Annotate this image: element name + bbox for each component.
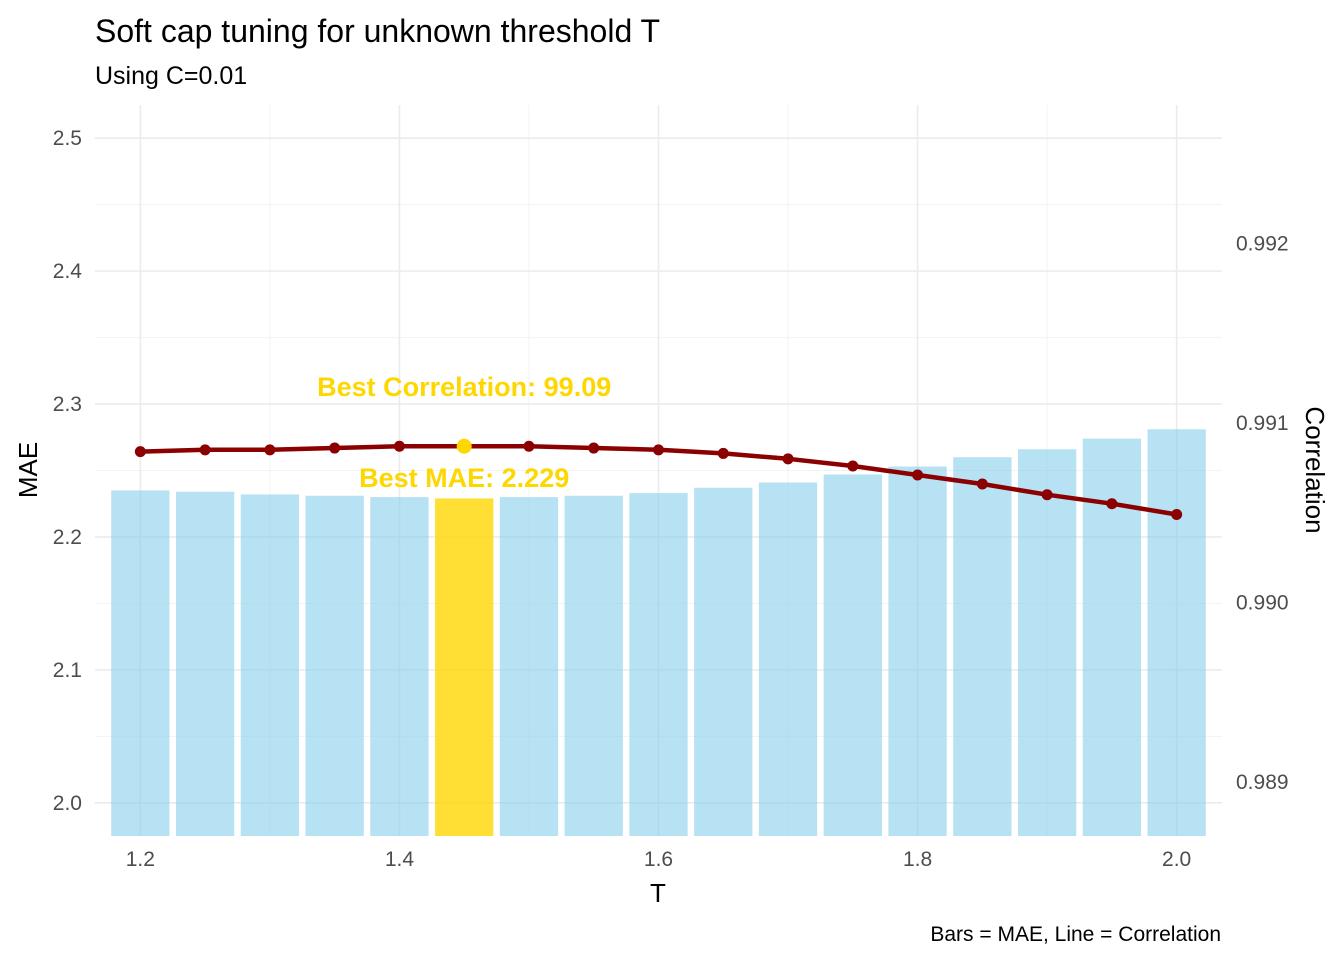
x-tick-label: 1.4 xyxy=(385,848,415,871)
bars xyxy=(111,429,1206,836)
y-tick-label: 2.3 xyxy=(53,393,82,416)
bar xyxy=(499,497,559,836)
correlation-point xyxy=(653,444,664,456)
correlation-point xyxy=(523,440,535,452)
bar xyxy=(370,497,429,836)
axes: 1.2 1.4 1.6 1.8 2.0 2.0 2.1 2.2 2.3 2.4 2.5 0.989 0.… xyxy=(53,127,1289,871)
bar xyxy=(823,474,882,836)
correlation-point xyxy=(912,469,924,481)
bar xyxy=(758,482,818,836)
correlation-point xyxy=(199,444,211,456)
chart-subtitle: Using C=0.01 xyxy=(95,62,247,90)
best-correlation-point xyxy=(456,438,472,454)
y-tick-label: 2.2 xyxy=(53,526,82,549)
correlation-point xyxy=(782,453,794,465)
correlation-point xyxy=(588,442,600,454)
bar xyxy=(694,487,753,836)
bar xyxy=(629,493,688,836)
bar xyxy=(305,495,364,836)
bar xyxy=(240,494,300,836)
bar xyxy=(564,495,623,836)
correlation-point xyxy=(1041,489,1053,501)
y2-tick-label: 0.989 xyxy=(1236,771,1289,794)
y-tick-label: 2.1 xyxy=(53,659,82,682)
y-tick-label: 2.4 xyxy=(53,260,83,283)
y2-axis-title: Correlation xyxy=(1300,406,1330,533)
correlation-point xyxy=(264,444,276,456)
bar xyxy=(1147,429,1206,836)
correlation-point xyxy=(1171,509,1183,521)
y-tick-label: 2.0 xyxy=(53,792,82,815)
x-tick-label: 1.2 xyxy=(126,848,155,871)
best-mae-label: Best MAE: 2.229 xyxy=(359,463,569,493)
bar xyxy=(175,491,235,836)
y2-tick-label: 0.992 xyxy=(1236,232,1289,255)
bar xyxy=(953,457,1012,836)
correlation-point xyxy=(393,440,405,452)
chart-title: Soft cap tuning for unknown threshold T xyxy=(95,13,660,49)
bar xyxy=(1017,449,1077,836)
correlation-point xyxy=(1106,498,1118,510)
correlation-point xyxy=(717,447,729,459)
correlation-point xyxy=(976,478,988,490)
correlation-point xyxy=(847,460,859,472)
y2-tick-label: 0.990 xyxy=(1236,592,1289,615)
y-tick-label: 2.5 xyxy=(53,127,82,150)
chart-caption: Bars = MAE, Line = Correlation xyxy=(930,923,1221,946)
best-correlation-label: Best Correlation: 99.09 xyxy=(317,372,611,402)
annotations: Best Correlation: 99.09 Best MAE: 2.229 xyxy=(317,372,611,493)
bar-best-mae xyxy=(435,498,494,836)
bar xyxy=(1082,438,1142,836)
correlation-point xyxy=(134,446,146,458)
y-axis-title: MAE xyxy=(13,442,43,498)
bar xyxy=(888,466,947,836)
x-tick-label: 1.8 xyxy=(903,848,932,871)
x-axis-title: T xyxy=(650,878,666,908)
bar xyxy=(111,490,170,836)
x-tick-label: 1.6 xyxy=(644,848,673,871)
correlation-line-layer xyxy=(134,438,1183,521)
x-tick-label: 2.0 xyxy=(1162,848,1191,871)
y2-tick-label: 0.991 xyxy=(1236,412,1289,435)
correlation-point xyxy=(329,442,341,454)
